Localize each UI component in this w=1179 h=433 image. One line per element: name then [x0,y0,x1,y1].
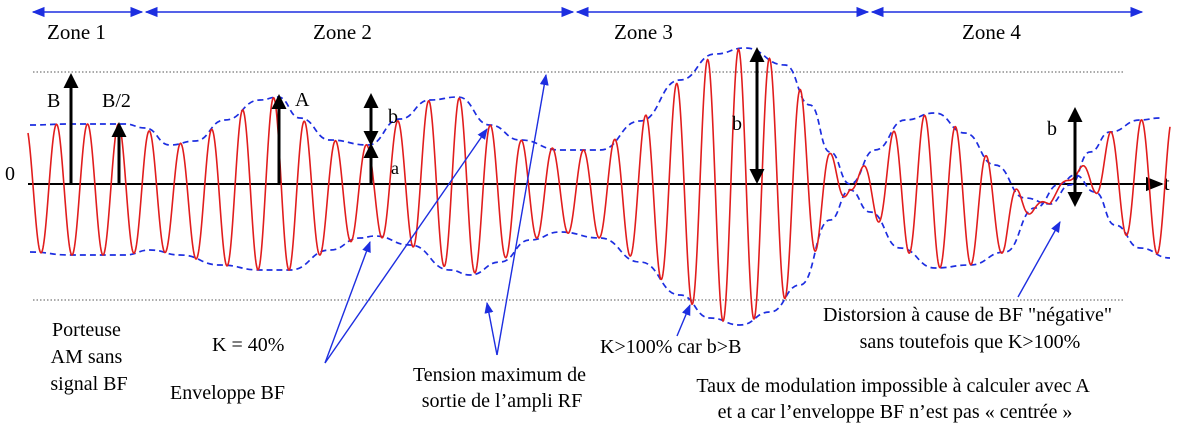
amplitude-markers [63,47,1083,207]
b-zone2-label: b [388,106,398,128]
enveloppe-label: Enveloppe BF [170,382,285,404]
k40-label: K = 40% [212,334,284,356]
A-label: A [295,89,310,111]
bf-envelope-upper [29,47,1161,205]
pointer-arrows [324,73,1061,364]
tension-line-2: sortie de l’ampli RF [422,390,583,412]
bf-envelope-lower [29,174,1171,326]
porteuse-line-3: signal BF [50,373,127,395]
taux-label: Taux de modulation impossible à calculer… [696,375,1093,423]
taux-line-2: et a car l’enveloppe BF n’est pas « cent… [718,401,1073,423]
distorsion-label: Distorsion à cause de BF "négative" sans… [823,304,1117,353]
taux-line-1: Taux de modulation impossible à calculer… [696,375,1090,397]
b-zone4-label: b [1047,118,1057,140]
axis-zero-label: 0 [5,163,15,185]
distorsion-line-1: Distorsion à cause de BF "négative" [823,304,1112,326]
k100-pointer-arrow [676,303,691,337]
zone1-label: Zone 1 [47,20,106,44]
porteuse-label: Porteuse AM sans signal BF [50,319,127,395]
zone4-label: Zone 4 [962,20,1021,44]
tension-pointer-arrow-top [496,73,549,356]
tension-label: Tension maximum de sortie de l’ampli RF [413,364,591,412]
tension-line-1: Tension maximum de [413,364,586,386]
distorsion-line-2: sans toutefois que K>100% [860,331,1081,353]
distorsion-pointer-arrow [1017,221,1061,298]
axis-t-label: t [1164,173,1170,195]
b-zone3-label: b [732,113,742,135]
zone2-label: Zone 2 [313,20,372,44]
porteuse-line-1: Porteuse [52,319,121,341]
B-label: B [47,90,60,112]
a-zone2-label: a [391,158,399,178]
modulated-rf-carrier [27,47,1171,323]
k100-label: K>100% car b>B [600,336,741,358]
enveloppe-pointer-arrow-1 [324,240,371,364]
enveloppe-pointer-arrow-2 [324,128,488,364]
porteuse-line-2: AM sans [51,346,123,368]
tension-pointer-arrow-bottom [484,301,498,356]
zone3-label: Zone 3 [614,20,673,44]
B-half-label: B/2 [102,90,131,112]
